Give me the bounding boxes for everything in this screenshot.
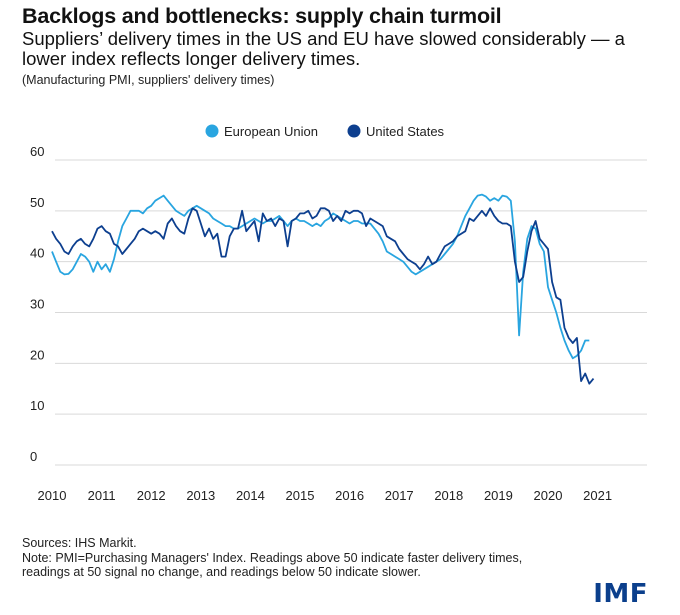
series-lines (51, 193, 595, 385)
y-tick-label: 20 (30, 347, 44, 362)
legend-label-us: United States (366, 124, 445, 139)
series-line-united-states (51, 207, 595, 385)
y-axis-ticks: 0 10 20 30 40 50 60 (30, 144, 44, 464)
chart-subtitle: Suppliers’ delivery times in the US and … (22, 28, 625, 69)
legend-marker-us (347, 124, 361, 138)
x-axis-ticks: 2010 2011 2012 2013 2014 2015 2016 2017 2018 2019… (38, 488, 613, 503)
x-tick-label: 2019 (484, 488, 513, 503)
x-tick-label: 2018 (434, 488, 463, 503)
x-tick-label: 2021 (583, 488, 612, 503)
source-text: Sources: IHS Markit. (22, 536, 137, 550)
series-line-european-union (51, 193, 590, 360)
gridlines (55, 159, 647, 466)
note-line-1: Note: PMI=Purchasing Managers' Index. Re… (22, 550, 523, 565)
x-tick-label: 2017 (385, 488, 414, 503)
x-tick-label: 2010 (38, 488, 67, 503)
legend-label-eu: European Union (224, 124, 318, 139)
x-tick-label: 2015 (286, 488, 315, 503)
chart-title: Backlogs and bottlenecks: supply chain t… (22, 4, 502, 28)
x-tick-label: 2020 (534, 488, 563, 503)
imf-logo: IMF (593, 579, 648, 609)
y-tick-label: 10 (30, 398, 44, 413)
y-tick-label: 60 (30, 144, 44, 159)
y-tick-label: 50 (30, 195, 44, 210)
y-tick-label: 40 (30, 246, 44, 261)
legend-marker-eu (205, 124, 219, 138)
y-tick-label: 30 (30, 297, 44, 312)
x-tick-label: 2012 (137, 488, 166, 503)
y-tick-label: 0 (30, 449, 37, 464)
x-tick-label: 2016 (335, 488, 364, 503)
x-tick-label: 2011 (88, 488, 116, 503)
footer: Sources: IHS Markit. Note: PMI=Purchasin… (22, 536, 662, 580)
x-tick-label: 2013 (186, 488, 215, 503)
note-line-2: readings at 50 signal no change, and rea… (22, 565, 421, 579)
x-tick-label: 2014 (236, 488, 265, 503)
chart-note: (Manufacturing PMI, suppliers' delivery … (22, 73, 275, 87)
legend: European Union United States (205, 124, 445, 139)
